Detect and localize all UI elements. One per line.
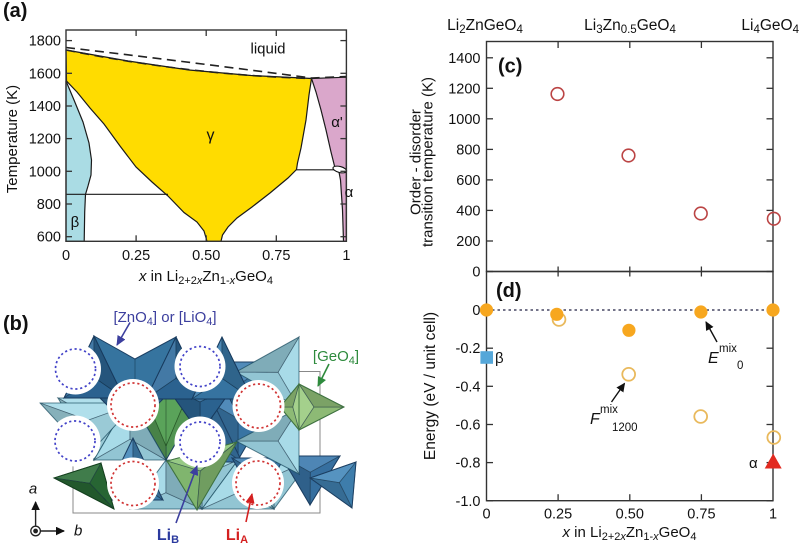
svg-text:600: 600	[37, 230, 61, 246]
svg-text:600: 600	[456, 173, 480, 189]
svg-text:(a): (a)	[3, 0, 27, 22]
svg-text:β: β	[495, 350, 504, 367]
svg-text:0.75: 0.75	[687, 507, 715, 523]
svg-text:1000: 1000	[448, 112, 480, 128]
svg-text:-0.8: -0.8	[456, 456, 481, 472]
svg-text:0.25: 0.25	[122, 248, 150, 264]
svg-text:0.50: 0.50	[192, 248, 220, 264]
svg-text:0.50: 0.50	[616, 507, 644, 523]
svg-text:1200: 1200	[448, 81, 480, 97]
svg-text:Li4GeO4: Li4GeO4	[741, 17, 799, 36]
svg-text:1: 1	[769, 507, 777, 523]
svg-text:800: 800	[37, 197, 61, 213]
svg-text:α': α'	[331, 114, 343, 131]
svg-text:(d): (d)	[496, 280, 522, 302]
svg-text:1: 1	[342, 248, 350, 264]
svg-text:(b): (b)	[3, 313, 29, 335]
svg-text:γ: γ	[207, 127, 215, 144]
svg-text:x in Li2+2xZn1-xGeO4: x in Li2+2xZn1-xGeO4	[562, 524, 697, 543]
svg-text:Temperature (K): Temperature (K)	[4, 85, 21, 193]
svg-text:1000: 1000	[29, 164, 61, 180]
svg-text:1400: 1400	[448, 51, 480, 67]
svg-text:mix: mix	[719, 343, 737, 355]
svg-text:1200: 1200	[29, 132, 61, 148]
svg-text:1400: 1400	[29, 99, 61, 115]
svg-text:0: 0	[482, 507, 490, 523]
svg-text:β: β	[71, 214, 80, 231]
svg-text:0: 0	[62, 248, 70, 264]
svg-text:liquid: liquid	[250, 41, 285, 58]
svg-text:0.75: 0.75	[262, 248, 290, 264]
svg-text:[ZnO4] or [LiO4]: [ZnO4] or [LiO4]	[113, 309, 216, 328]
svg-text:1600: 1600	[29, 66, 61, 82]
svg-text:Order - disorder: Order - disorder	[408, 109, 425, 215]
svg-text:Energy (eV / unit cell): Energy (eV / unit cell)	[422, 312, 439, 460]
svg-text:a: a	[29, 481, 37, 498]
svg-text:Li2ZnGeO4: Li2ZnGeO4	[447, 17, 523, 36]
svg-text:1200: 1200	[612, 422, 638, 434]
svg-text:0: 0	[737, 360, 743, 372]
svg-text:F: F	[590, 411, 601, 428]
svg-text:0.25: 0.25	[544, 507, 572, 523]
svg-text:[GeO4]: [GeO4]	[313, 348, 359, 367]
svg-text:-0.2: -0.2	[456, 341, 481, 357]
svg-text:α: α	[749, 455, 758, 472]
svg-text:-0.6: -0.6	[456, 418, 481, 434]
svg-text:0: 0	[472, 265, 480, 281]
svg-text:200: 200	[456, 234, 480, 250]
svg-text:0: 0	[472, 303, 480, 319]
svg-text:Li3Zn0.5GeO4: Li3Zn0.5GeO4	[584, 17, 676, 36]
svg-text:x in Li2+2xZn1-xGeO4: x in Li2+2xZn1-xGeO4	[138, 268, 273, 287]
svg-text:800: 800	[456, 142, 480, 158]
svg-text:-0.4: -0.4	[456, 379, 481, 395]
svg-text:(c): (c)	[498, 56, 522, 78]
svg-text:1800: 1800	[29, 34, 61, 50]
svg-text:400: 400	[456, 203, 480, 219]
svg-text:-1.0: -1.0	[456, 494, 481, 510]
svg-text:b: b	[74, 523, 82, 540]
svg-text:transition temperature (K): transition temperature (K)	[420, 77, 437, 247]
svg-text:E: E	[708, 350, 719, 367]
svg-text:α: α	[345, 184, 354, 201]
svg-text:mix: mix	[600, 404, 618, 416]
